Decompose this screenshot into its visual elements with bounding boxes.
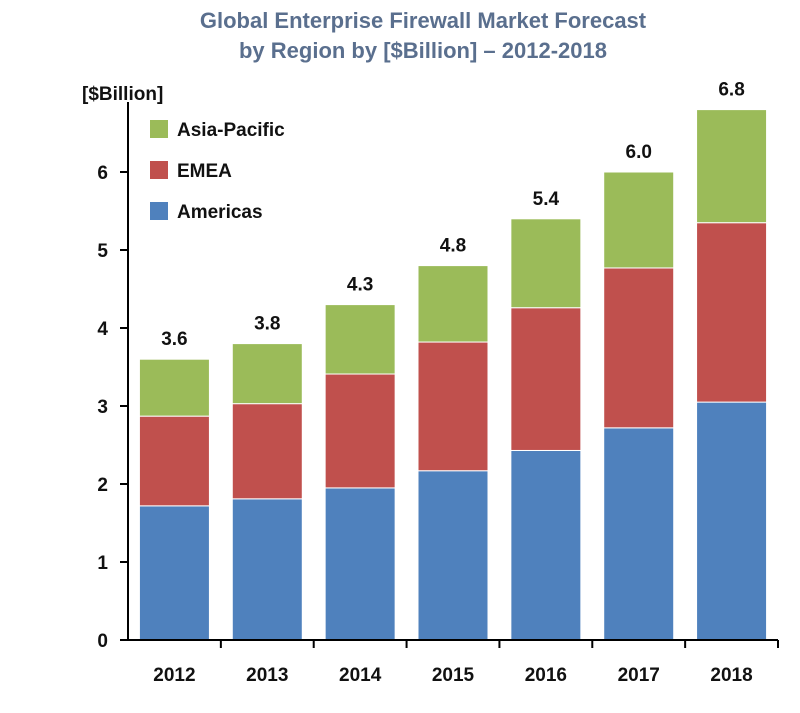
x-tick-label-2012: 2012	[153, 665, 195, 686]
bar-emea-2013	[231, 403, 303, 500]
bar-asia-pacific-2016	[510, 218, 582, 309]
bar-americas-2016	[510, 449, 582, 641]
bar-emea-2016	[510, 307, 582, 451]
bar-emea-2014	[324, 373, 396, 489]
bar-emea-2018	[696, 222, 768, 403]
bars-layer: 3.6 3.8 4.3 4.8 5.4 6.0 6.8	[138, 80, 768, 641]
total-label-2017: 6.0	[626, 142, 652, 163]
axis-layer: 2012 2013 2014 2015 2016 2017 2018 0 1 2 3 4 5 6	[97, 102, 779, 686]
bar-americas-2013	[231, 498, 303, 641]
bar-americas-2018	[696, 401, 768, 641]
total-label-2016: 5.4	[533, 189, 560, 210]
bar-americas-2015	[417, 470, 489, 641]
bar-emea-2017	[603, 267, 675, 429]
y-tick-label-1: 1	[97, 553, 108, 574]
legend-swatch-asia-pacific	[150, 120, 168, 138]
y-tick-label-4: 4	[97, 319, 108, 340]
bar-asia-pacific-2015	[417, 265, 489, 343]
legend-swatch-emea	[150, 161, 168, 179]
x-tick-label-2013: 2013	[246, 665, 288, 686]
legend-label-emea: EMEA	[177, 161, 232, 182]
bar-asia-pacific-2014	[324, 304, 396, 375]
bar-asia-pacific-2012	[138, 358, 210, 417]
total-label-2018: 6.8	[718, 80, 744, 101]
legend: Asia-Pacific EMEA Americas	[150, 120, 285, 223]
y-tick-label-6: 6	[97, 163, 108, 184]
legend-swatch-americas	[150, 202, 168, 220]
bar-americas-2012	[138, 505, 210, 641]
y-tick-label-2: 2	[97, 475, 108, 496]
y-tick-label-3: 3	[97, 397, 108, 418]
chart-title: Global Enterprise Firewall Market Foreca…	[200, 8, 647, 33]
total-label-2012: 3.6	[161, 329, 187, 350]
total-label-2014: 4.3	[347, 275, 373, 296]
bar-emea-2015	[417, 341, 489, 472]
y-tick-label-0: 0	[97, 631, 108, 652]
x-tick-label-2016: 2016	[525, 665, 567, 686]
bar-americas-2014	[324, 487, 396, 641]
bar-emea-2012	[138, 415, 210, 507]
x-tick-label-2015: 2015	[432, 665, 475, 686]
total-label-2015: 4.8	[440, 236, 466, 257]
y-axis-label: [$Billion]	[82, 84, 163, 105]
bar-asia-pacific-2013	[231, 343, 303, 405]
legend-label-asia-pacific: Asia-Pacific	[177, 120, 285, 141]
x-tick-label-2014: 2014	[339, 665, 382, 686]
chart-subtitle: by Region by [$Billion] – 2012-2018	[239, 38, 607, 63]
x-tick-label-2017: 2017	[618, 665, 660, 686]
bar-asia-pacific-2018	[696, 109, 768, 224]
bar-americas-2017	[603, 427, 675, 641]
x-tick-label-2018: 2018	[710, 665, 752, 686]
y-tick-label-5: 5	[97, 241, 108, 262]
bar-asia-pacific-2017	[603, 171, 675, 269]
legend-label-americas: Americas	[177, 202, 263, 223]
total-label-2013: 3.8	[254, 314, 280, 335]
